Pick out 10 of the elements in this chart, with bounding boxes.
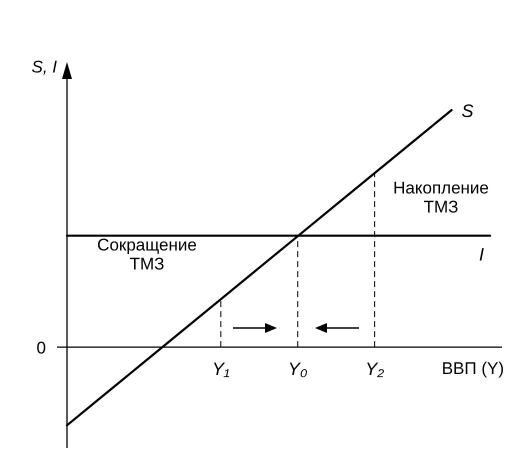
annotation: Накопление ТМЗ [393,178,489,217]
y-axis-title: S, I [31,58,58,77]
text: 0 [36,338,46,358]
annotation: Сокращение ТМЗ [97,236,197,274]
x-tick-label: Y₁ [212,358,230,379]
x-tick-label: Y₀ [288,358,308,379]
series-label: S [462,101,474,122]
series-label: I [478,244,484,265]
x-axis-title: ВВП (Y) [442,358,504,378]
x-tick-label: Y₂ [365,358,384,379]
